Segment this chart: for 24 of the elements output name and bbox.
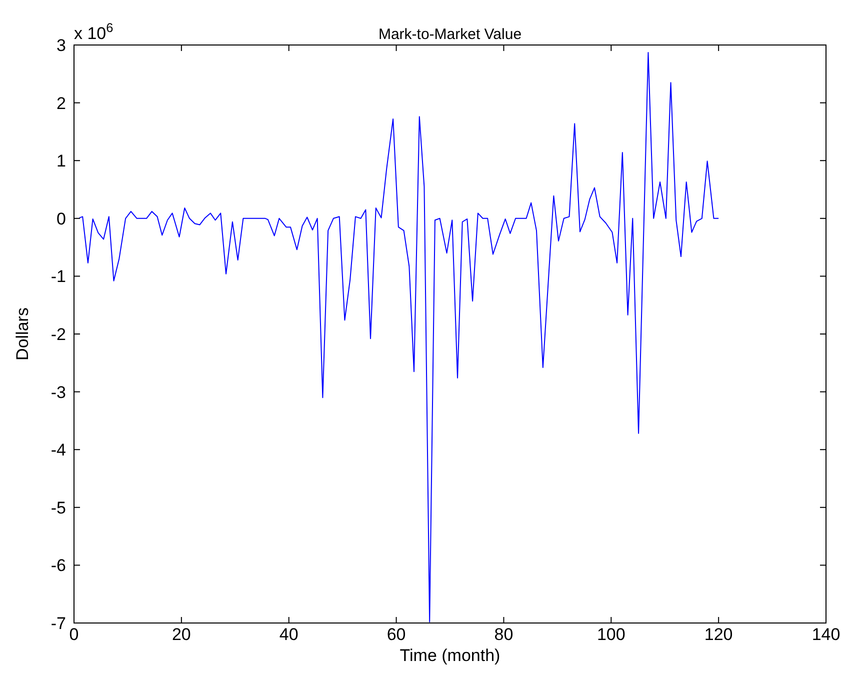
y-tick-label: -5 xyxy=(50,498,66,518)
x-tick-label: 120 xyxy=(704,625,733,644)
y-tick-label: 0 xyxy=(56,209,66,228)
y-tick-label: -3 xyxy=(50,382,66,402)
y-tick-label: -6 xyxy=(50,556,66,576)
x-axis-title: Time (month) xyxy=(400,646,500,665)
text: x 10$^{6}$ xyxy=(74,20,114,43)
line-series xyxy=(78,52,720,622)
y-tick-label: -4 xyxy=(50,440,66,460)
x-tick-label: 0 xyxy=(69,625,79,644)
y-tick-label: -2 xyxy=(50,325,66,344)
y-tick-label: 3 xyxy=(56,36,66,55)
x-tick-label: 60 xyxy=(386,625,406,644)
x-tick-label: 80 xyxy=(494,625,514,644)
chart-title: Mark-to-Market Value xyxy=(378,26,522,43)
x-tick-label: 40 xyxy=(279,625,298,644)
y-tick-label: 1 xyxy=(56,152,66,171)
y-tick-label: -1 xyxy=(50,267,66,286)
y-tick-label: -7 xyxy=(50,614,66,633)
y-axis-title: Dollars xyxy=(13,308,32,360)
x-tick-label: 100 xyxy=(596,625,626,644)
x-tick-label: 140 xyxy=(812,625,840,644)
x-tick-label: 20 xyxy=(172,625,191,644)
y-tick-label: 2 xyxy=(56,94,66,113)
